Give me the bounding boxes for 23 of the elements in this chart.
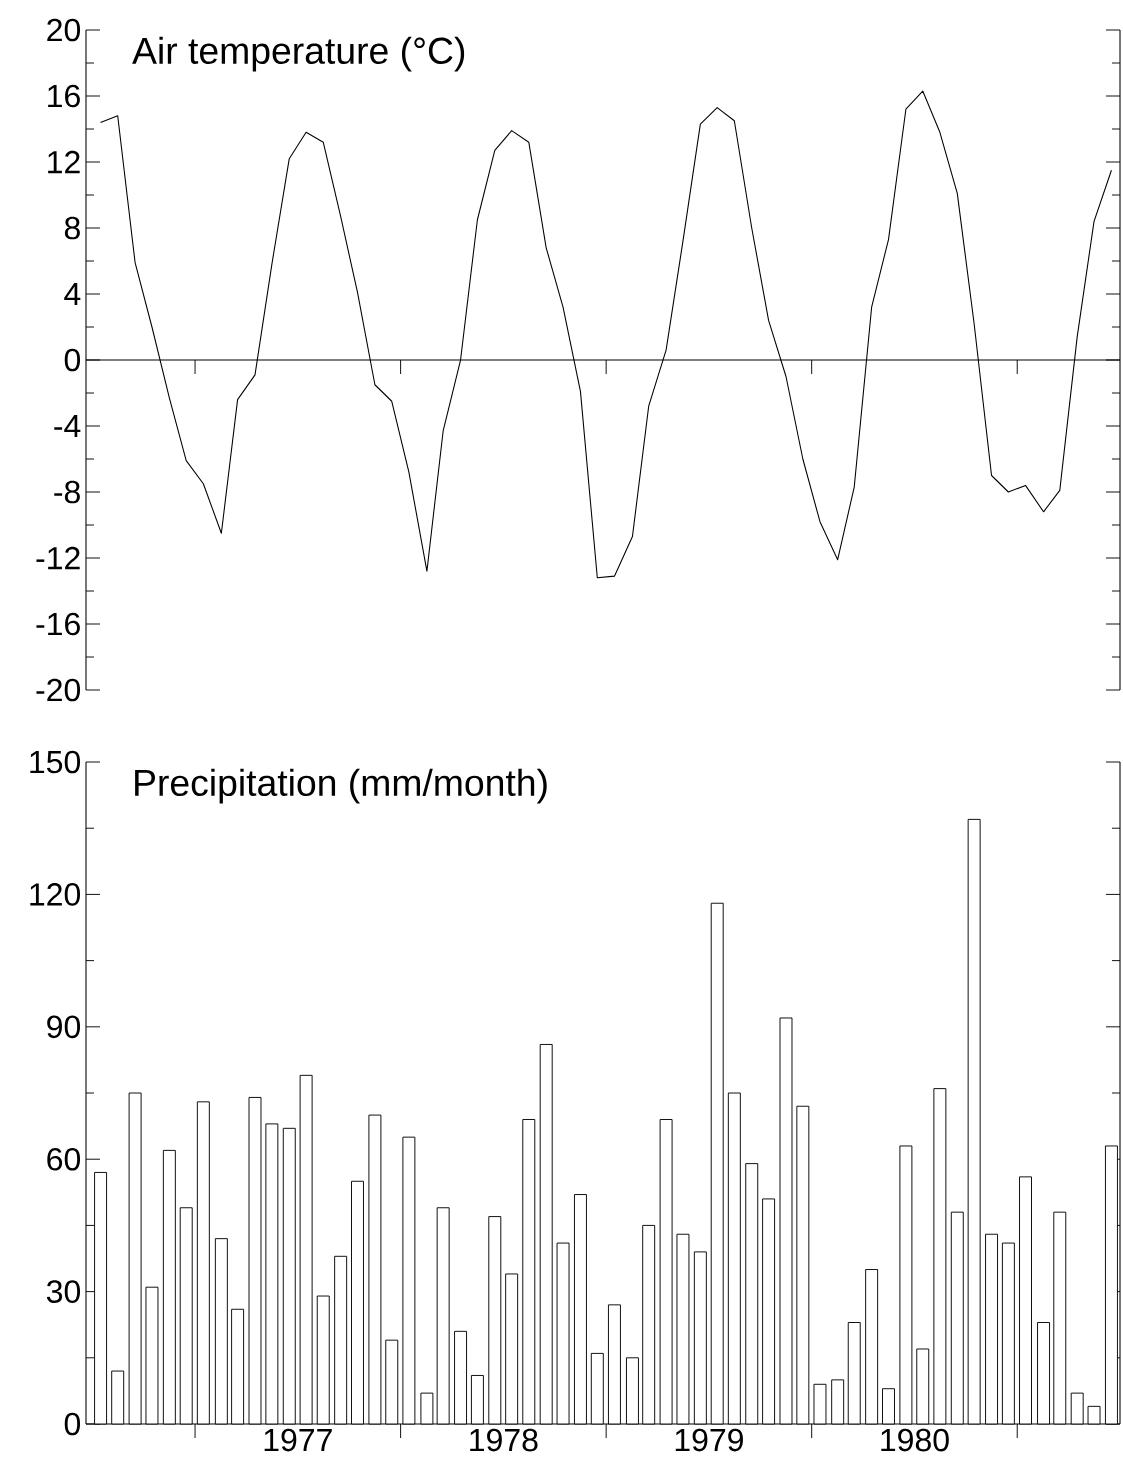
- chart-title: Air temperature (°C): [132, 36, 465, 72]
- x-tick-label: 1979: [675, 1428, 743, 1452]
- y-tick-label: -4: [54, 414, 81, 438]
- y-tick-label: 4: [64, 282, 81, 306]
- x-tick-label: 1978: [470, 1428, 538, 1452]
- x-tick-label: 1977: [264, 1428, 332, 1452]
- y-tick-label: 30: [46, 1280, 81, 1303]
- y-tick-label: 20: [47, 18, 81, 42]
- y-tick-label: 120: [30, 883, 81, 906]
- y-tick-label: -20: [36, 678, 81, 702]
- y-tick-label: 0: [64, 1412, 81, 1436]
- y-tick-label: 8: [64, 216, 80, 240]
- y-tick-label: 0: [64, 348, 81, 372]
- y-tick-label: 90: [47, 1015, 81, 1039]
- y-tick-label: 16: [48, 84, 80, 108]
- y-tick-label: -8: [54, 480, 80, 504]
- y-tick-label: -16: [36, 612, 80, 636]
- y-tick-label: 60: [47, 1147, 81, 1171]
- y-tick-label: 150: [30, 750, 81, 774]
- chart-title: Precipitation (mm/month): [135, 768, 547, 804]
- x-tick-label: 1980: [881, 1428, 949, 1452]
- y-tick-label: -12: [36, 546, 80, 570]
- y-tick-label: 12: [48, 150, 80, 174]
